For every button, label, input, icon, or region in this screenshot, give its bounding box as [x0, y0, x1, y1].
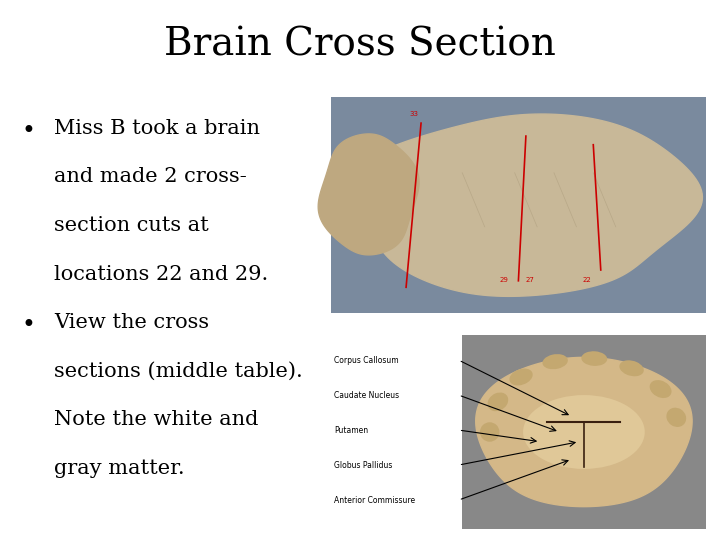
Polygon shape: [318, 134, 419, 255]
Ellipse shape: [581, 351, 607, 366]
Ellipse shape: [542, 354, 568, 369]
Text: gray matter.: gray matter.: [54, 459, 184, 478]
Text: locations 22 and 29.: locations 22 and 29.: [54, 265, 269, 284]
Text: sections (middle table).: sections (middle table).: [54, 362, 302, 381]
Ellipse shape: [480, 422, 500, 442]
Text: Caudate Nucleus: Caudate Nucleus: [334, 390, 399, 400]
Ellipse shape: [667, 408, 686, 427]
Text: 27: 27: [526, 277, 535, 283]
Ellipse shape: [649, 380, 672, 398]
Polygon shape: [358, 114, 703, 296]
Text: Corpus Callosum: Corpus Callosum: [334, 355, 399, 364]
Text: Anterior Commissure: Anterior Commissure: [334, 496, 415, 504]
Text: Brain Cross Section: Brain Cross Section: [164, 27, 556, 64]
Text: View the cross: View the cross: [54, 313, 209, 332]
Ellipse shape: [562, 420, 616, 463]
Text: 22: 22: [582, 277, 591, 283]
Text: 33: 33: [410, 111, 419, 117]
Ellipse shape: [619, 360, 644, 376]
Text: •: •: [22, 119, 35, 143]
Text: 29: 29: [500, 277, 508, 283]
Text: Note the white and: Note the white and: [54, 410, 258, 429]
Text: section cuts at: section cuts at: [54, 216, 209, 235]
Ellipse shape: [487, 393, 508, 411]
Bar: [331, 97, 706, 313]
Text: Putamen: Putamen: [334, 426, 368, 435]
Ellipse shape: [523, 395, 645, 469]
Bar: [462, 335, 706, 529]
Text: and made 2 cross-: and made 2 cross-: [54, 167, 247, 186]
Bar: [331, 335, 462, 529]
Text: Globus Pallidus: Globus Pallidus: [334, 461, 392, 470]
Text: Miss B took a brain: Miss B took a brain: [54, 119, 260, 138]
Ellipse shape: [510, 368, 533, 386]
Text: •: •: [22, 313, 35, 337]
Polygon shape: [476, 357, 692, 507]
